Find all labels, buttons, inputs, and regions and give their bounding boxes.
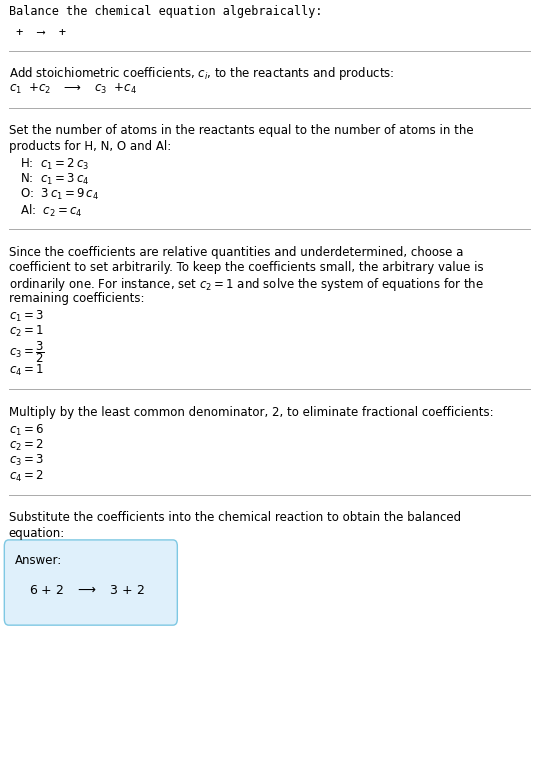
- Text: Add stoichiometric coefficients, $c_i$, to the reactants and products:: Add stoichiometric coefficients, $c_i$, …: [9, 65, 394, 81]
- Text: Answer:: Answer:: [15, 554, 63, 567]
- Text: remaining coefficients:: remaining coefficients:: [9, 292, 144, 305]
- Text: $c_2 = 2$: $c_2 = 2$: [9, 438, 44, 453]
- Text: H:  $c_1 = 2\,c_3$: H: $c_1 = 2\,c_3$: [20, 157, 89, 172]
- Text: Multiply by the least common denominator, 2, to eliminate fractional coefficient: Multiply by the least common denominator…: [9, 406, 493, 419]
- Text: equation:: equation:: [9, 527, 65, 540]
- Text: +  ⟶  +: + ⟶ +: [9, 26, 73, 39]
- Text: $c_2 = 1$: $c_2 = 1$: [9, 324, 44, 339]
- Text: coefficient to set arbitrarily. To keep the coefficients small, the arbitrary va: coefficient to set arbitrarily. To keep …: [9, 261, 483, 274]
- Text: Substitute the coefficients into the chemical reaction to obtain the balanced: Substitute the coefficients into the che…: [9, 511, 461, 525]
- Text: O:  $3\,c_1 = 9\,c_4$: O: $3\,c_1 = 9\,c_4$: [20, 187, 100, 203]
- Text: Set the number of atoms in the reactants equal to the number of atoms in the: Set the number of atoms in the reactants…: [9, 124, 473, 137]
- Text: Balance the chemical equation algebraically:: Balance the chemical equation algebraica…: [9, 5, 322, 18]
- Text: $c_3 = \dfrac{3}{2}$: $c_3 = \dfrac{3}{2}$: [9, 339, 45, 365]
- Text: Al:  $c_2 = c_4$: Al: $c_2 = c_4$: [20, 203, 83, 219]
- FancyBboxPatch shape: [4, 540, 177, 625]
- Text: $c_1 = 6$: $c_1 = 6$: [9, 422, 44, 438]
- Text: products for H, N, O and Al:: products for H, N, O and Al:: [9, 140, 171, 153]
- Text: ordinarily one. For instance, set $c_2 = 1$ and solve the system of equations fo: ordinarily one. For instance, set $c_2 =…: [9, 276, 483, 293]
- Text: $c_4 = 1$: $c_4 = 1$: [9, 362, 44, 378]
- Text: $c_4 = 2$: $c_4 = 2$: [9, 468, 44, 484]
- Text: Since the coefficients are relative quantities and underdetermined, choose a: Since the coefficients are relative quan…: [9, 246, 463, 259]
- Text: $c_1 = 3$: $c_1 = 3$: [9, 309, 44, 324]
- Text: $c_1$  +$c_2$   $\longrightarrow$   $c_3$  +$c_4$: $c_1$ +$c_2$ $\longrightarrow$ $c_3$ +$c…: [9, 81, 136, 95]
- Text: $c_3 = 3$: $c_3 = 3$: [9, 453, 44, 468]
- Text: $6$ + $2$   $\longrightarrow$   $3$ + $2$: $6$ + $2$ $\longrightarrow$ $3$ + $2$: [29, 584, 145, 598]
- Text: N:  $c_1 = 3\,c_4$: N: $c_1 = 3\,c_4$: [20, 172, 90, 187]
